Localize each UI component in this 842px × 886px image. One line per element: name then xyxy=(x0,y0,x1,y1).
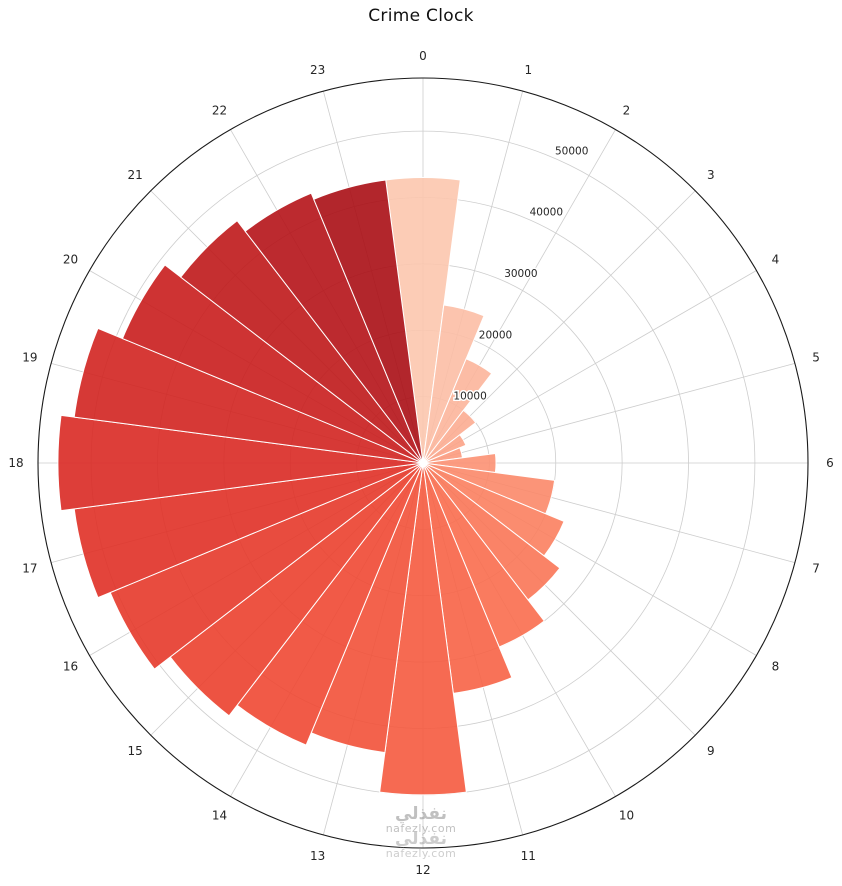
hour-label-7: 7 xyxy=(812,561,820,575)
bar-hour-23 xyxy=(313,179,424,464)
hour-label-11: 11 xyxy=(521,849,536,863)
radial-tick-label-20000: 20000 xyxy=(479,329,512,341)
hour-label-16: 16 xyxy=(63,660,78,674)
bar-hour-1 xyxy=(422,304,485,464)
hour-label-13: 13 xyxy=(310,849,325,863)
bar-hour-4 xyxy=(422,434,467,464)
hour-label-17: 17 xyxy=(22,561,37,575)
bar-hour-22 xyxy=(244,192,424,464)
watermark-latin-text: nafezly.com xyxy=(385,822,457,836)
hour-label-1: 1 xyxy=(524,63,532,77)
radial-tick-label-50000: 50000 xyxy=(555,145,588,157)
hour-label-23: 23 xyxy=(310,63,325,77)
hour-label-5: 5 xyxy=(812,351,820,365)
watermark-copy-1: نفذلي nafezly.com xyxy=(0,804,842,836)
grid-spoke xyxy=(422,362,795,464)
hour-label-0: 0 xyxy=(419,49,427,63)
grid-spoke xyxy=(422,270,757,464)
bar-hour-18 xyxy=(57,414,424,512)
hour-label-18: 18 xyxy=(8,456,23,470)
bar-hour-21 xyxy=(180,220,424,464)
radial-tick-label-40000: 40000 xyxy=(530,207,563,219)
bar-hour-3 xyxy=(422,409,477,464)
hour-label-19: 19 xyxy=(22,351,37,365)
radial-tick-label-30000: 30000 xyxy=(504,268,537,280)
watermark-arabic-text: نفذلي xyxy=(394,804,448,824)
hour-label-12: 12 xyxy=(415,863,430,877)
hour-label-14: 14 xyxy=(212,809,227,823)
hour-label-6: 6 xyxy=(826,456,834,470)
chart-title: Crime Clock xyxy=(368,6,474,26)
bar-hour-20 xyxy=(122,264,424,464)
watermark-copy-2: نفذلي nafezly.com xyxy=(0,828,842,860)
hour-label-22: 22 xyxy=(212,104,227,118)
bar-hour-19 xyxy=(73,327,424,464)
hour-label-8: 8 xyxy=(772,660,780,674)
hour-label-20: 20 xyxy=(63,253,78,267)
hour-label-15: 15 xyxy=(128,744,143,758)
polar-outline xyxy=(37,77,809,849)
watermark-arabic-text: نفذلي xyxy=(394,828,448,849)
watermark: نفذلي nafezly.com نفذلي nafezly.com xyxy=(0,804,842,860)
hour-label-9: 9 xyxy=(707,744,715,758)
hour-label-3: 3 xyxy=(707,168,715,182)
hour-label-21: 21 xyxy=(128,168,143,182)
hour-label-4: 4 xyxy=(772,253,780,267)
bar-hour-12 xyxy=(379,462,467,796)
watermark-latin-text: nafezly.com xyxy=(385,846,457,860)
hour-label-2: 2 xyxy=(623,104,631,118)
hour-label-10: 10 xyxy=(619,809,634,823)
radial-tick-label-10000: 10000 xyxy=(453,391,486,403)
bar-hour-2 xyxy=(422,358,493,464)
